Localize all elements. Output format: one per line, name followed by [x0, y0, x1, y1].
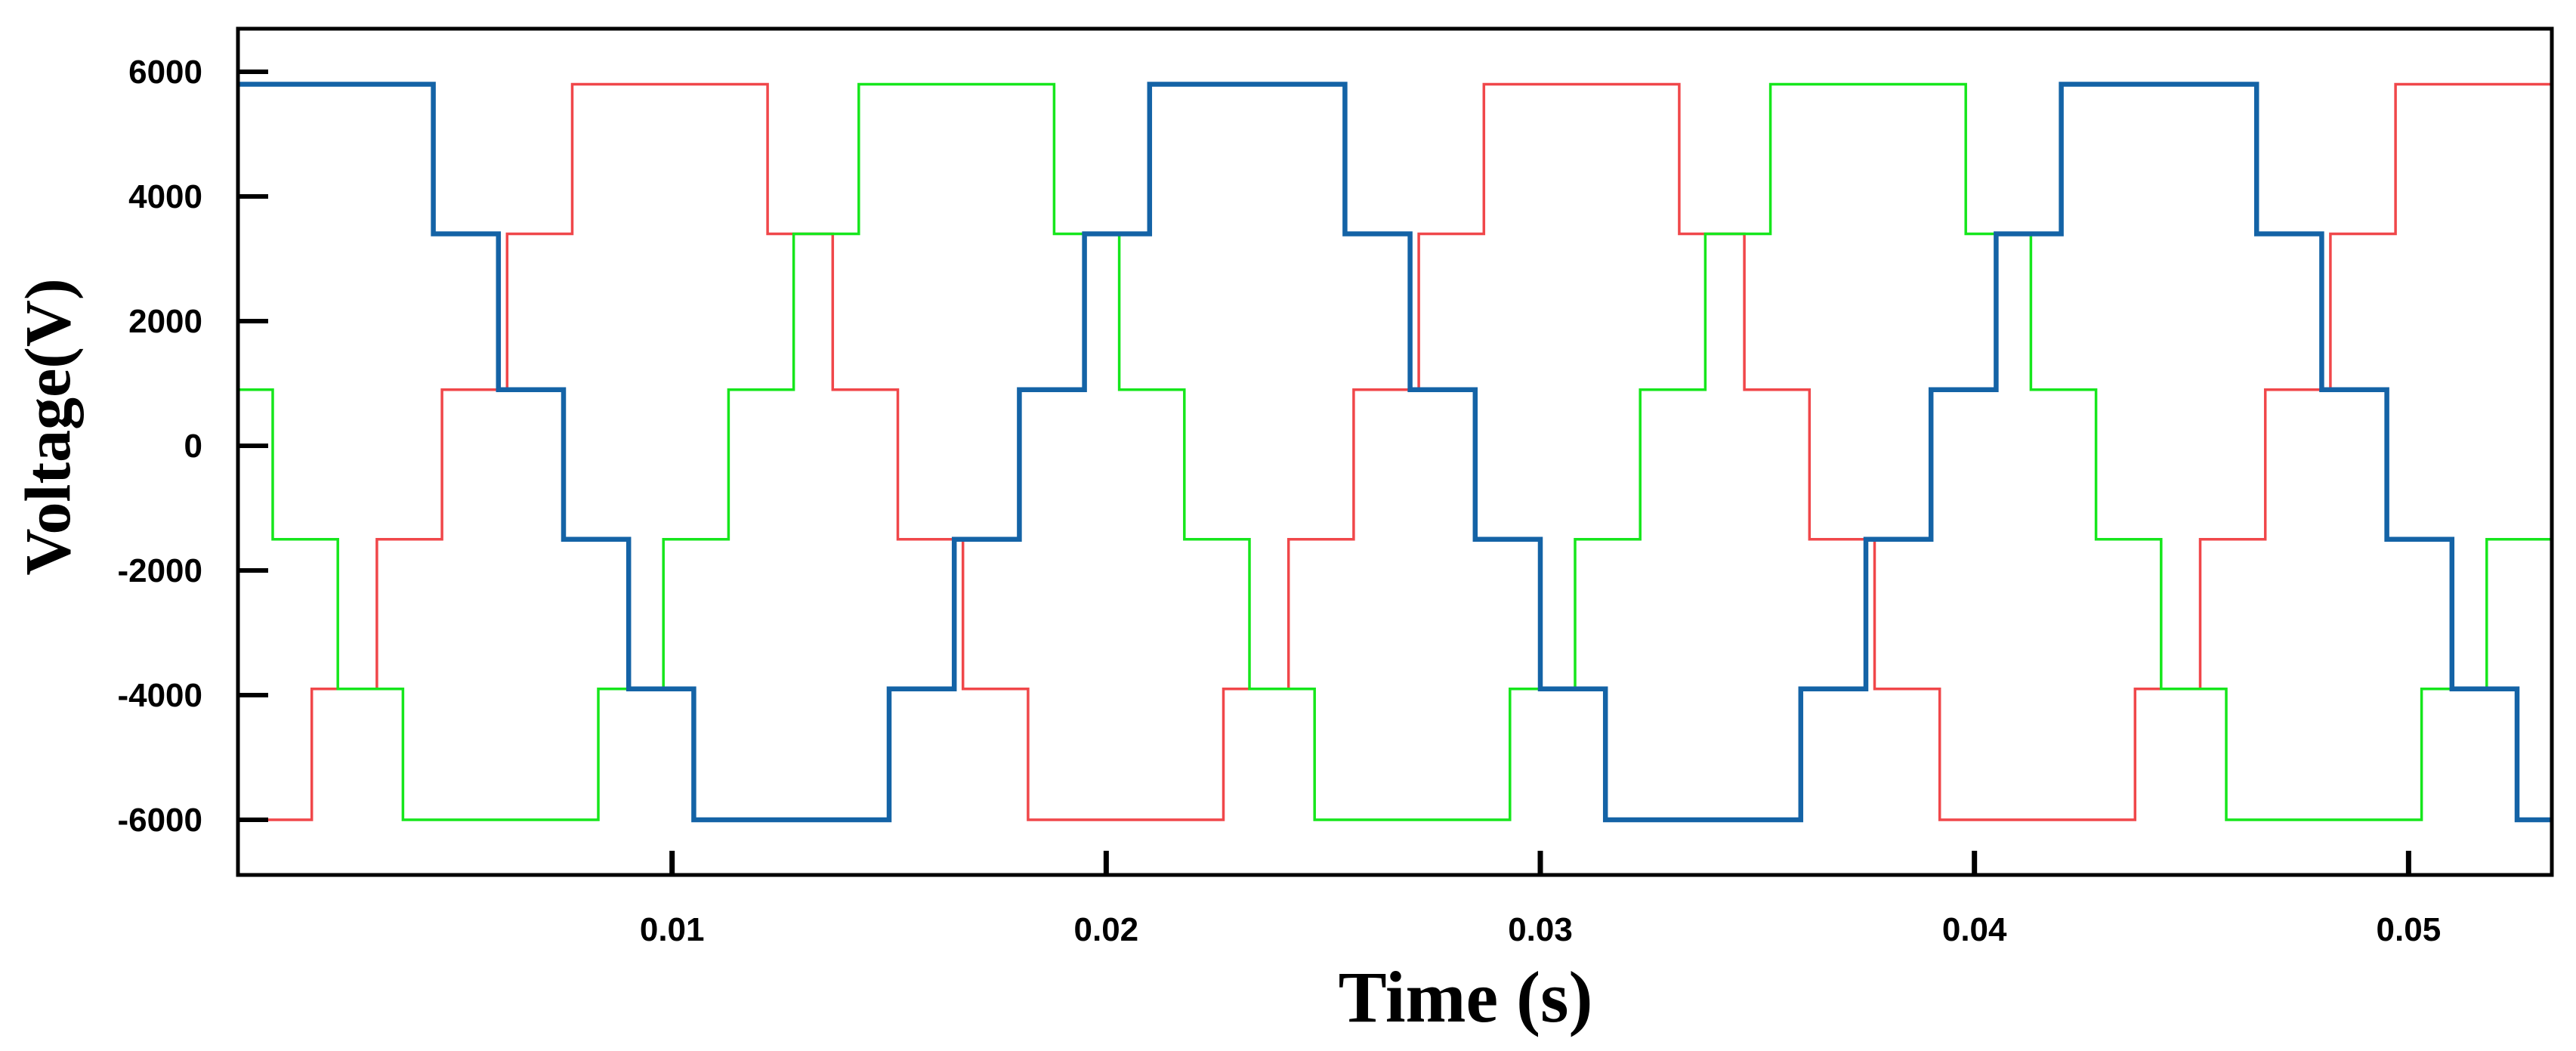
series-phase-c [238, 82, 2552, 823]
y-tick-label: -4000 [117, 677, 202, 714]
y-axis-title: Voltage(V) [11, 278, 84, 575]
plot-area [238, 29, 2552, 875]
x-axis-ticks: 0.01 0.02 0.03 0.04 0.05 [640, 851, 2441, 948]
y-axis-ticks: 6000 4000 2000 0 -2000 -4000 -6000 [117, 54, 268, 839]
y-tick-label: -6000 [117, 802, 202, 839]
y-tick-label: 2000 [128, 303, 202, 340]
series-layer [238, 82, 2552, 823]
x-axis-title: Time (s) [1339, 957, 1593, 1037]
x-tick-label: 0.04 [1942, 911, 2007, 948]
x-tick-label: 0.05 [2377, 911, 2442, 948]
y-tick-label: 0 [184, 428, 202, 465]
y-tick-label: -2000 [117, 552, 202, 589]
x-tick-label: 0.03 [1508, 911, 1573, 948]
plot-frame [236, 26, 2554, 877]
y-tick-label: 4000 [128, 178, 202, 215]
y-tick-label: 6000 [128, 54, 202, 91]
x-tick-label: 0.02 [1074, 911, 1139, 948]
x-tick-label: 0.01 [640, 911, 705, 948]
